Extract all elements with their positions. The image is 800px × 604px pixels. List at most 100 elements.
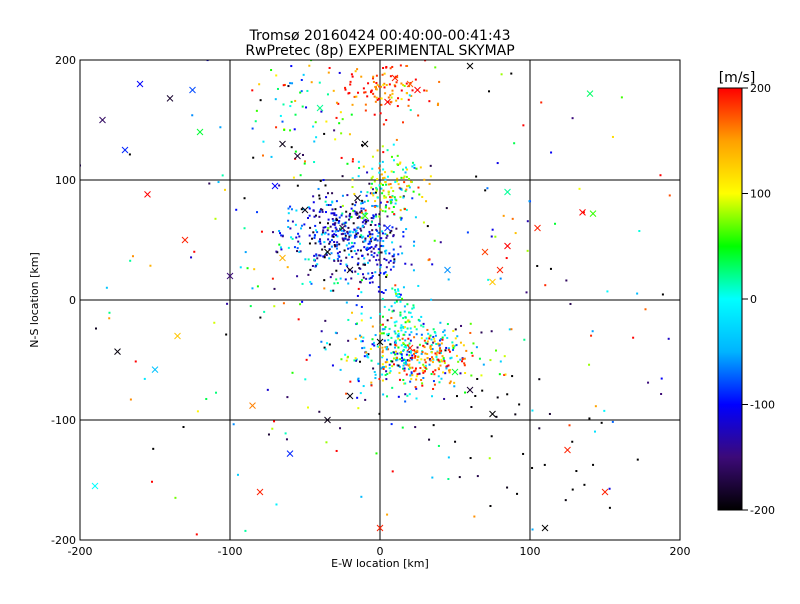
data-point bbox=[340, 233, 343, 236]
data-point bbox=[391, 365, 394, 368]
data-point bbox=[435, 353, 438, 356]
data-point bbox=[368, 242, 371, 245]
data-point bbox=[407, 98, 410, 101]
data-point bbox=[397, 395, 400, 398]
data-point bbox=[404, 171, 407, 174]
data-point bbox=[374, 200, 377, 203]
data-point-cross bbox=[301, 206, 309, 214]
data-point bbox=[407, 319, 410, 322]
data-point bbox=[392, 190, 395, 193]
data-point bbox=[371, 338, 374, 341]
data-point bbox=[369, 247, 372, 250]
data-point bbox=[308, 242, 311, 245]
data-point bbox=[330, 245, 333, 248]
data-point bbox=[411, 307, 414, 310]
data-point bbox=[418, 193, 421, 196]
data-point bbox=[295, 209, 298, 212]
data-point bbox=[403, 84, 406, 87]
data-point bbox=[397, 253, 400, 256]
data-point bbox=[360, 216, 363, 219]
data-point bbox=[433, 373, 436, 376]
data-point bbox=[378, 258, 381, 261]
data-point bbox=[575, 470, 578, 473]
data-point bbox=[281, 235, 284, 238]
data-point bbox=[404, 344, 407, 347]
data-point bbox=[482, 363, 485, 366]
data-point bbox=[399, 300, 402, 303]
data-point bbox=[407, 344, 410, 347]
data-point bbox=[407, 359, 410, 362]
data-point bbox=[522, 452, 525, 455]
data-point bbox=[380, 182, 383, 185]
data-point bbox=[439, 351, 442, 354]
data-point-cross bbox=[339, 224, 346, 232]
data-point bbox=[403, 369, 406, 372]
data-point bbox=[307, 217, 310, 220]
data-point-cross bbox=[226, 272, 234, 280]
data-point bbox=[406, 303, 409, 306]
data-point bbox=[331, 200, 334, 203]
data-point bbox=[438, 348, 441, 351]
data-point bbox=[335, 278, 338, 281]
data-point bbox=[453, 381, 456, 384]
data-point bbox=[470, 351, 473, 354]
data-point bbox=[413, 370, 416, 373]
data-point bbox=[386, 200, 389, 203]
data-point bbox=[405, 228, 408, 231]
data-point bbox=[480, 331, 483, 334]
data-point bbox=[370, 384, 373, 387]
data-point bbox=[347, 282, 350, 285]
data-point bbox=[225, 333, 228, 336]
data-point bbox=[348, 218, 351, 221]
data-point bbox=[638, 230, 641, 233]
data-point bbox=[270, 155, 273, 158]
data-point bbox=[351, 160, 354, 163]
data-point bbox=[540, 101, 543, 104]
data-point bbox=[413, 240, 416, 243]
data-point bbox=[380, 251, 383, 254]
data-point bbox=[331, 192, 334, 195]
data-point bbox=[447, 478, 450, 481]
data-point bbox=[293, 128, 296, 131]
data-point bbox=[383, 257, 386, 260]
data-point bbox=[374, 271, 377, 274]
data-point bbox=[326, 229, 329, 232]
data-point bbox=[389, 268, 392, 271]
data-point bbox=[338, 243, 341, 246]
data-point bbox=[378, 213, 381, 216]
data-point bbox=[420, 315, 423, 318]
data-point bbox=[362, 263, 365, 266]
data-point bbox=[386, 274, 389, 277]
x-tick-label: -200 bbox=[68, 545, 93, 558]
data-point bbox=[397, 289, 400, 292]
data-point bbox=[636, 458, 639, 461]
data-point bbox=[305, 106, 308, 109]
data-point bbox=[312, 209, 315, 212]
data-point bbox=[398, 339, 401, 342]
data-point bbox=[346, 162, 349, 165]
data-point bbox=[441, 336, 444, 339]
data-point bbox=[263, 310, 266, 313]
data-point bbox=[359, 392, 362, 395]
data-point bbox=[395, 344, 398, 347]
data-point bbox=[438, 381, 441, 384]
data-point bbox=[382, 123, 385, 126]
data-point bbox=[385, 275, 388, 278]
data-point bbox=[345, 301, 348, 304]
data-point bbox=[195, 533, 198, 536]
data-point bbox=[374, 213, 377, 216]
data-point bbox=[348, 133, 351, 136]
data-point bbox=[437, 359, 440, 362]
data-point bbox=[430, 338, 433, 341]
data-point bbox=[408, 354, 411, 357]
data-point bbox=[313, 258, 316, 261]
data-point bbox=[608, 506, 611, 509]
data-point bbox=[481, 389, 484, 392]
data-point bbox=[434, 331, 437, 334]
data-point bbox=[423, 339, 426, 342]
data-point bbox=[513, 142, 516, 145]
y-tick-label: 0 bbox=[69, 294, 76, 307]
data-point bbox=[344, 88, 347, 91]
data-point bbox=[360, 210, 363, 213]
data-point bbox=[404, 331, 407, 334]
